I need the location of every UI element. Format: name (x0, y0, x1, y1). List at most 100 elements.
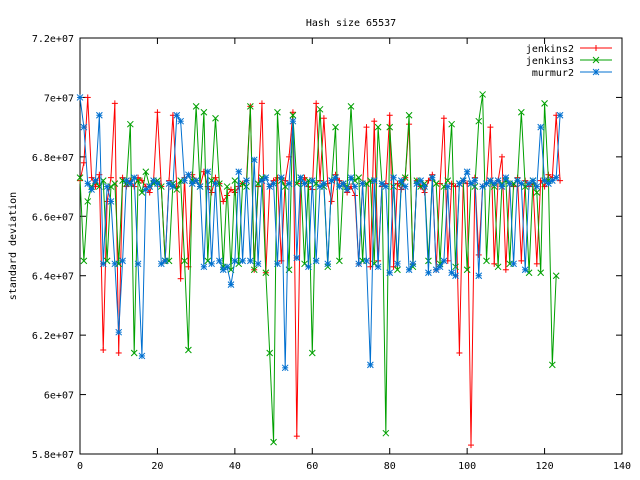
data-point-jenkins2 (557, 177, 564, 184)
data-point-jenkins3 (84, 198, 92, 205)
data-point-murmur2 (336, 183, 343, 190)
data-point-murmur2 (448, 269, 456, 277)
data-point-murmur2 (417, 177, 425, 184)
data-point-murmur2 (250, 156, 258, 164)
data-point-murmur2 (440, 257, 448, 265)
data-point-jenkins3 (401, 174, 409, 182)
data-point-jenkins3 (212, 114, 219, 122)
data-point-jenkins3 (448, 120, 456, 128)
data-point-murmur2 (374, 263, 382, 271)
data-point-murmur2 (514, 177, 521, 184)
data-point-jenkins2 (84, 94, 91, 101)
data-point-jenkins3 (336, 257, 343, 265)
data-point-jenkins3 (479, 91, 486, 98)
data-point-murmur2 (425, 269, 432, 277)
legend-label-jenkins2: jenkins2 (526, 44, 574, 55)
data-point-jenkins2 (111, 100, 118, 107)
x-tick-label: 120 (536, 461, 554, 472)
y-tick-label: 7.2e+07 (32, 34, 74, 45)
data-point-jenkins2 (394, 180, 401, 187)
data-point-murmur2 (185, 171, 192, 179)
data-point-murmur2 (386, 269, 394, 277)
data-point-murmur2 (111, 260, 119, 268)
data-point-jenkins3 (103, 257, 111, 265)
data-point-murmur2 (289, 117, 297, 125)
data-point-jenkins3 (181, 257, 188, 265)
data-point-murmur2 (390, 174, 397, 182)
data-point-murmur2 (126, 180, 134, 187)
data-point-jenkins3 (76, 174, 84, 182)
data-point-jenkins3 (525, 269, 533, 277)
data-point-murmur2 (490, 180, 498, 187)
x-tick-label: 100 (458, 461, 476, 472)
data-point-murmur2 (96, 111, 103, 119)
data-point-murmur2 (258, 177, 266, 184)
data-point-jenkins3 (332, 123, 339, 131)
data-point-murmur2 (103, 183, 111, 190)
data-point-jenkins2 (533, 260, 540, 267)
data-point-jenkins3 (405, 111, 413, 119)
data-point-murmur2 (216, 257, 223, 265)
data-point-murmur2 (165, 180, 173, 187)
data-point-jenkins2 (227, 186, 234, 193)
data-point-murmur2 (487, 177, 494, 184)
data-point-jenkins3 (173, 186, 181, 193)
data-point-murmur2 (277, 174, 285, 182)
data-point-murmur2 (401, 183, 409, 190)
data-point-murmur2 (99, 260, 107, 268)
data-point-jenkins2 (154, 109, 161, 116)
data-point-jenkins2 (177, 275, 184, 282)
data-point-jenkins2 (498, 153, 505, 160)
data-point-murmur2 (394, 260, 401, 268)
data-point-jenkins3 (316, 105, 324, 113)
series-jenkins2 (77, 94, 564, 449)
y-tick-label: 5.8e+07 (32, 450, 74, 461)
data-point-murmur2 (324, 260, 332, 268)
data-point-murmur2 (343, 186, 351, 193)
data-point-murmur2 (169, 183, 177, 190)
data-point-murmur2 (316, 183, 324, 190)
data-point-jenkins3 (130, 349, 138, 357)
data-point-murmur2 (204, 168, 212, 176)
series-layer (76, 91, 564, 449)
y-tick-label: 7e+07 (44, 93, 74, 104)
y-axis: 5.8e+07 6e+07 6.2e+07 6.4e+07 6.6e+07 6.8e+07… (32, 34, 622, 461)
data-point-jenkins2 (115, 349, 122, 356)
data-point-murmur2 (533, 183, 541, 190)
data-point-jenkins2 (258, 100, 265, 107)
data-point-murmur2 (506, 180, 514, 187)
data-point-jenkins2 (491, 260, 498, 267)
data-point-murmur2 (521, 266, 529, 274)
data-point-murmur2 (188, 180, 196, 187)
data-point-jenkins3 (200, 108, 208, 116)
data-point-murmur2 (146, 183, 154, 190)
data-point-jenkins3 (208, 177, 215, 184)
data-point-murmur2 (308, 177, 316, 184)
data-point-murmur2 (161, 257, 169, 265)
data-point-murmur2 (285, 180, 293, 187)
x-tick-label: 140 (613, 461, 631, 472)
data-point-jenkins3 (111, 180, 119, 187)
data-point-murmur2 (363, 257, 370, 265)
data-point-jenkins2 (487, 124, 494, 131)
data-point-jenkins3 (235, 260, 243, 268)
data-point-murmur2 (405, 266, 413, 274)
data-point-jenkins3 (521, 183, 529, 190)
data-point-murmur2 (243, 177, 250, 184)
data-point-jenkins2 (317, 177, 324, 184)
data-point-jenkins3 (475, 117, 483, 125)
data-point-murmur2 (556, 111, 564, 119)
data-point-murmur2 (421, 183, 428, 190)
data-point-murmur2 (463, 168, 471, 176)
data-point-murmur2 (525, 180, 533, 187)
data-point-jenkins2 (282, 177, 289, 184)
data-point-murmur2 (274, 260, 281, 268)
y-axis-label: standard deviation (8, 192, 19, 300)
data-point-murmur2 (347, 174, 355, 182)
data-point-jenkins2 (100, 347, 107, 353)
data-point-murmur2 (76, 94, 84, 101)
data-point-jenkins3 (204, 257, 212, 265)
data-point-murmur2 (548, 177, 556, 184)
data-point-murmur2 (413, 180, 421, 187)
